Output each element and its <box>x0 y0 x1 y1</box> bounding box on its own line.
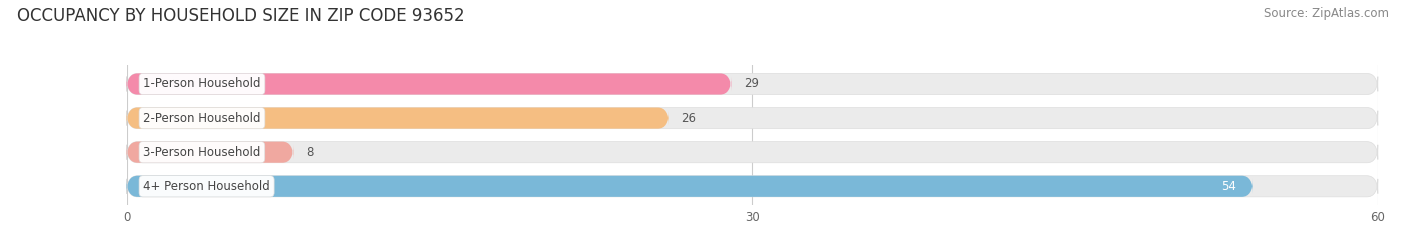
FancyBboxPatch shape <box>127 176 1378 197</box>
Text: 54: 54 <box>1222 180 1236 193</box>
FancyBboxPatch shape <box>127 73 731 95</box>
Text: Source: ZipAtlas.com: Source: ZipAtlas.com <box>1264 7 1389 20</box>
Text: OCCUPANCY BY HOUSEHOLD SIZE IN ZIP CODE 93652: OCCUPANCY BY HOUSEHOLD SIZE IN ZIP CODE … <box>17 7 464 25</box>
Text: 8: 8 <box>307 146 314 159</box>
Text: 1-Person Household: 1-Person Household <box>143 78 260 90</box>
FancyBboxPatch shape <box>127 142 294 163</box>
FancyBboxPatch shape <box>127 142 1378 163</box>
Text: 29: 29 <box>744 78 759 90</box>
FancyBboxPatch shape <box>127 176 1253 197</box>
FancyBboxPatch shape <box>127 107 669 129</box>
Text: 3-Person Household: 3-Person Household <box>143 146 260 159</box>
FancyBboxPatch shape <box>127 73 1378 95</box>
Text: 26: 26 <box>682 112 696 125</box>
Text: 2-Person Household: 2-Person Household <box>143 112 260 125</box>
FancyBboxPatch shape <box>127 107 1378 129</box>
Text: 4+ Person Household: 4+ Person Household <box>143 180 270 193</box>
